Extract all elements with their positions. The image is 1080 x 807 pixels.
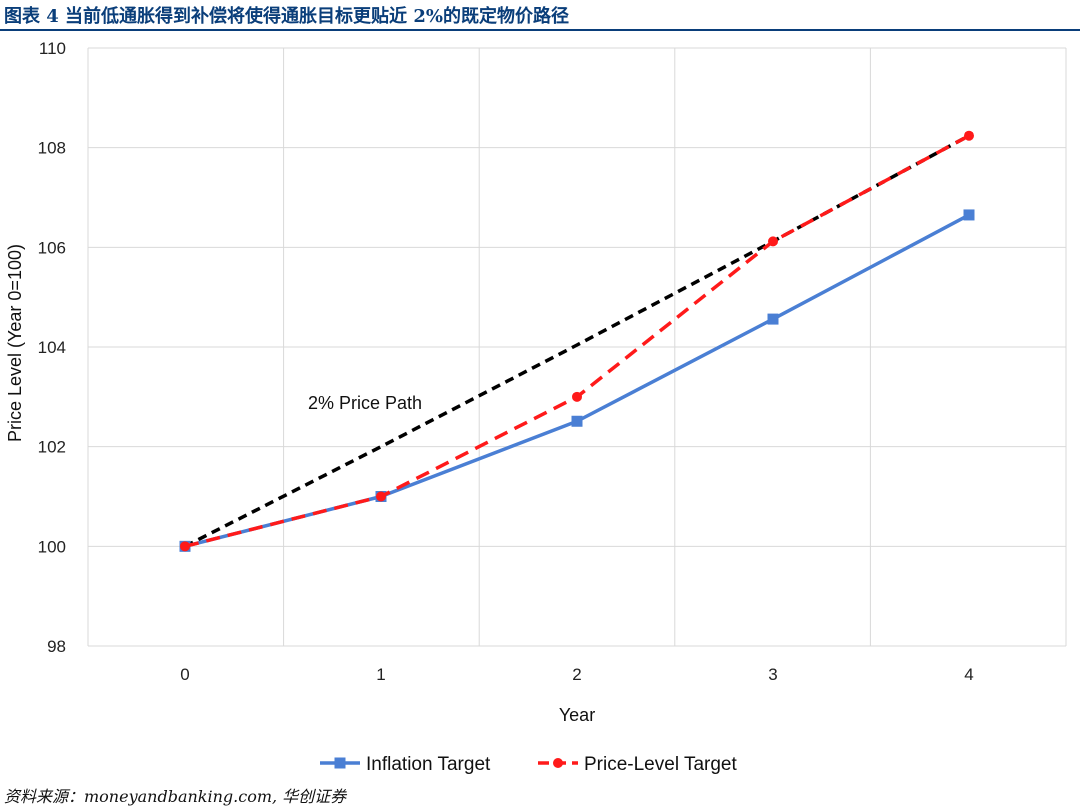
y-tick-label: 106: [38, 238, 66, 257]
legend-marker-inflation-target: [334, 757, 346, 769]
price-level-target-point: [180, 541, 190, 552]
y-tick-label: 108: [38, 139, 66, 158]
y-axis-ticks: 98 100 102 104 106 108 110: [38, 39, 66, 656]
x-tick-label: 4: [964, 665, 973, 684]
legend-label-price-level-target: Price-Level Target: [584, 754, 738, 775]
price-path-line: [184, 134, 970, 548]
header-divider: [0, 29, 1080, 31]
inflation-target-point: [767, 313, 779, 325]
price-level-target-point: [964, 130, 974, 141]
price-level-target-point: [376, 491, 386, 502]
figure-title: 图表 4 当前低通胀得到补偿将使得通胀目标更贴近 2%的既定物价路径: [4, 6, 569, 27]
y-tick-label: 110: [39, 39, 66, 58]
price-level-target-point: [572, 391, 582, 402]
source-note: 资料来源：moneyandbanking.com, 华创证券: [4, 787, 347, 806]
x-tick-label: 1: [376, 665, 385, 684]
x-tick-label: 3: [768, 665, 777, 684]
y-axis-title: Price Level (Year 0=100): [5, 244, 25, 442]
x-axis-ticks: 0 1 2 3 4: [180, 665, 973, 684]
inflation-target-line: [184, 213, 970, 549]
legend: Inflation Target Price-Level Target: [320, 754, 738, 775]
inflation-target-point: [963, 209, 975, 221]
x-tick-label: 2: [572, 665, 581, 684]
figure-header: 图表 4 当前低通胀得到补偿将使得通胀目标更贴近 2%的既定物价路径: [0, 0, 1080, 31]
series-lines: [179, 130, 975, 552]
y-tick-label: 102: [38, 438, 66, 457]
x-axis-title: Year: [559, 705, 595, 725]
legend-marker-price-level-target: [553, 758, 563, 768]
inflation-target-point: [571, 415, 583, 427]
legend-label-inflation-target: Inflation Target: [366, 754, 491, 775]
gridlines: [87, 47, 1067, 647]
price-path-annotation: 2% Price Path: [308, 393, 422, 413]
y-tick-label: 104: [38, 338, 66, 357]
price-level-target-point: [768, 236, 778, 247]
y-tick-label: 98: [47, 637, 66, 656]
x-tick-label: 0: [180, 665, 189, 684]
y-tick-label: 100: [38, 537, 66, 556]
